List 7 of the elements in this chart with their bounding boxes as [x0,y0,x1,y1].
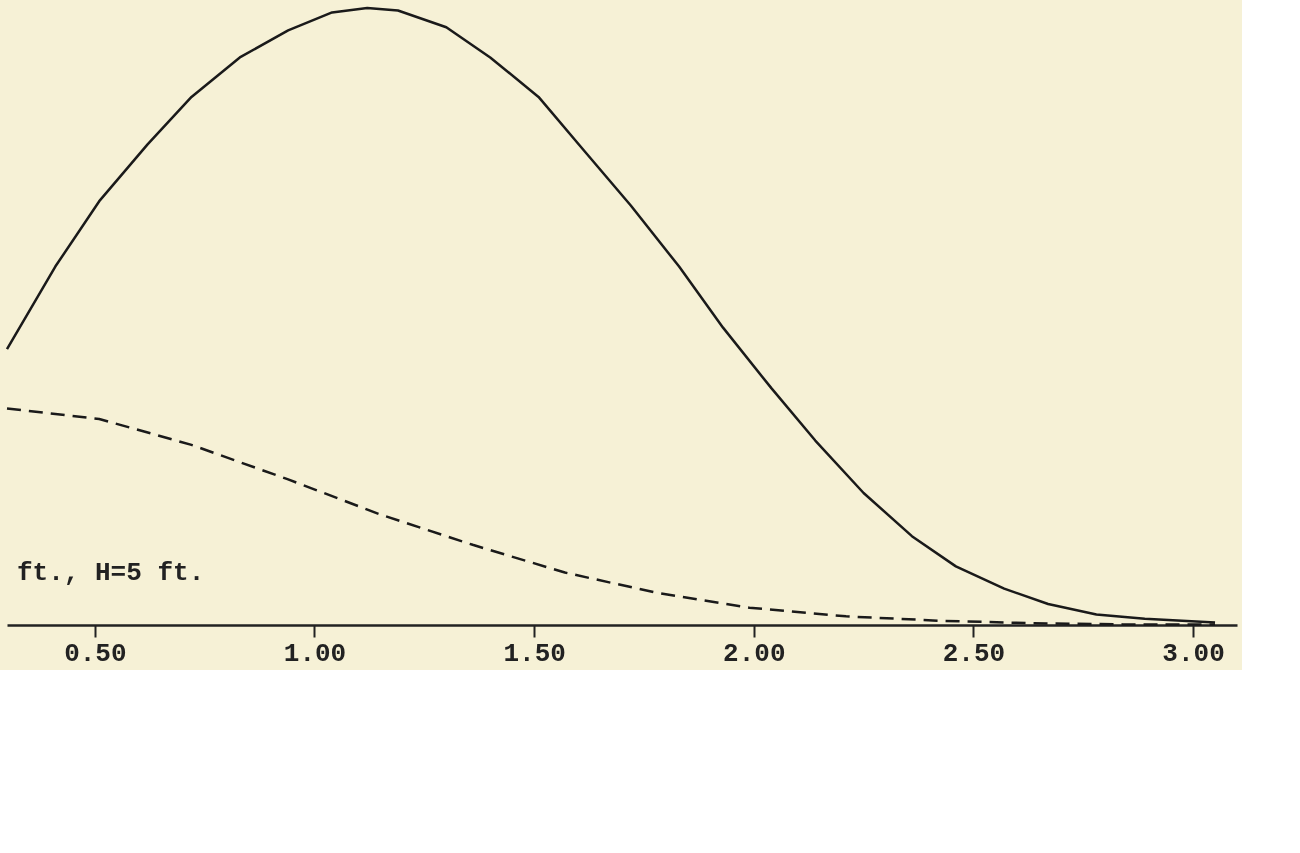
annotation: ft., H=5 ft. [17,558,205,588]
x-tick-label: 1.00 [283,638,347,669]
x-tick-label: 3.00 [1162,638,1225,669]
x-tick-label: 2.50 [942,638,1006,669]
x-tick-label: 0.50 [64,638,127,669]
x-tick-label: 2.00 [723,638,786,669]
x-tick-label: 1.50 [503,638,566,669]
